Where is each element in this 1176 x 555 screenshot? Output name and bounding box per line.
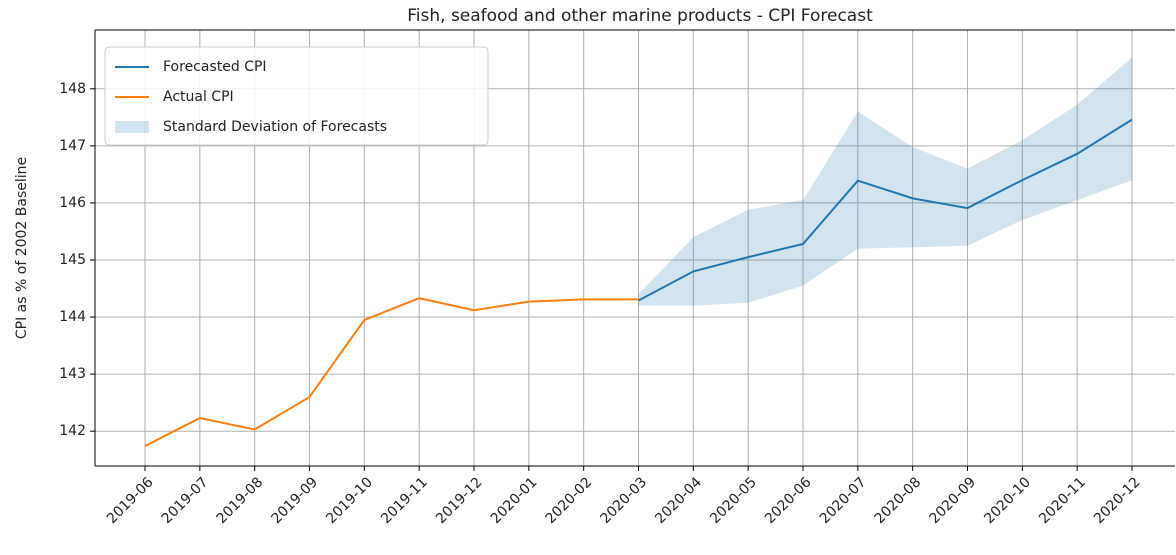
x-tick-label: 2020-12 (1091, 474, 1144, 527)
x-tick-label: 2019-12 (433, 474, 486, 527)
x-tick-label: 2020-07 (817, 474, 870, 527)
x-tick-label: 2020-03 (597, 474, 650, 527)
legend-label: Forecasted CPI (163, 59, 267, 75)
x-tick-label: 2020-02 (543, 474, 596, 527)
y-tick-label: 147 (59, 138, 86, 154)
x-tick-label: 2020-08 (872, 474, 925, 527)
legend-label: Actual CPI (163, 89, 234, 105)
x-tick-label: 2019-08 (214, 474, 267, 527)
x-tick-label: 2020-05 (707, 474, 760, 527)
x-tick-label: 2020-10 (981, 474, 1034, 527)
series-line (144, 297, 639, 447)
y-tick-label: 143 (59, 366, 86, 382)
legend-swatch (115, 121, 149, 133)
x-tick-label: 2019-10 (323, 474, 376, 527)
x-tick-label: 2020-06 (762, 474, 815, 527)
x-tick-label: 2020-11 (1036, 474, 1089, 527)
std-band (638, 57, 1132, 306)
x-tick-label: 2019-06 (104, 474, 157, 527)
chart-title: Fish, seafood and other marine products … (407, 6, 873, 26)
y-tick-label: 144 (59, 309, 86, 325)
y-tick-label: 148 (59, 81, 86, 97)
y-tick-label: 145 (59, 252, 86, 268)
legend-label: Standard Deviation of Forecasts (163, 119, 387, 135)
x-tick-label: 2019-09 (268, 474, 321, 527)
y-tick-label: 146 (59, 195, 86, 211)
x-tick-label: 2020-09 (926, 474, 979, 527)
x-tick-label: 2019-11 (378, 474, 431, 527)
series-line (638, 118, 1133, 302)
x-tick-label: 2020-01 (488, 474, 541, 527)
legend-box (104, 46, 489, 146)
x-tick-label: 2020-04 (652, 474, 705, 527)
y-axis-label: CPI as % of 2002 Baseline (14, 157, 30, 339)
y-tick-label: 142 (59, 423, 86, 439)
x-tick-label: 2019-07 (159, 474, 212, 527)
